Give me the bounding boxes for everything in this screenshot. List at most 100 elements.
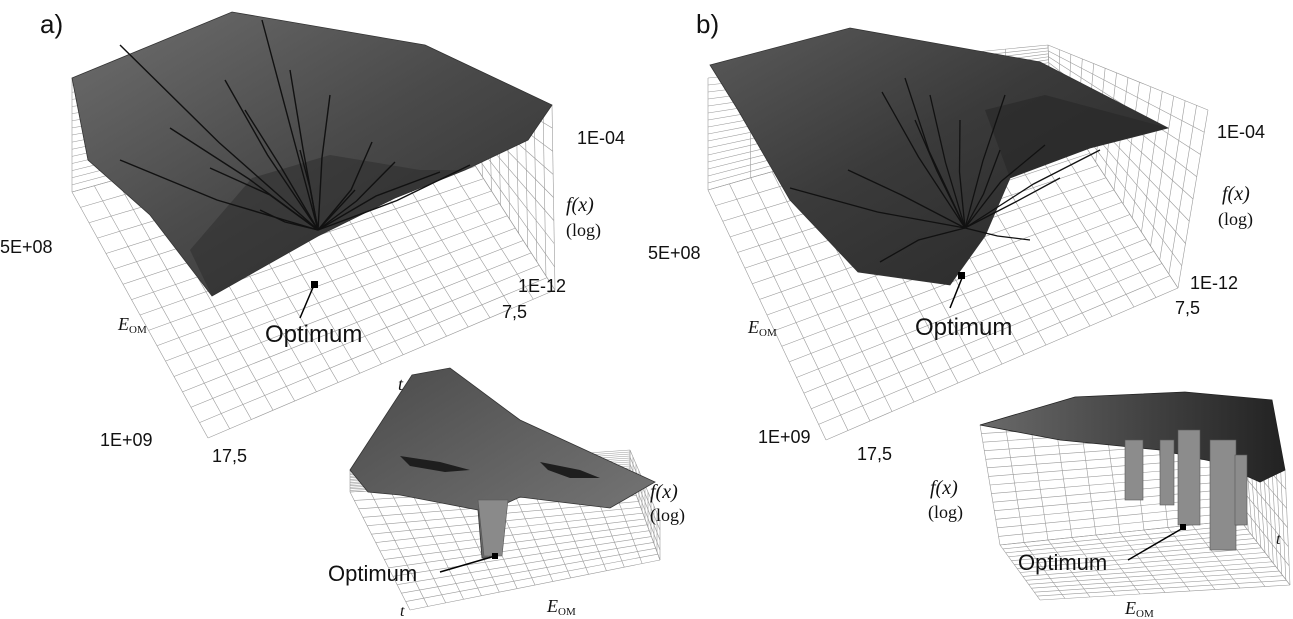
panel-b-search-paths (789, 77, 1101, 263)
panel-a-label: a) (40, 9, 63, 39)
panel-a-inset-optimum-marker (492, 553, 498, 559)
panel-b-inset-spike (1124, 439, 1144, 501)
panel-b-inset-floor-gridline (1095, 534, 1141, 595)
panel-b-inset-annotation: Optimum (1018, 550, 1107, 575)
panel-b-x-tick-start: 5E+08 (648, 243, 701, 263)
panel-a-search-path (317, 161, 396, 231)
panel-b-inset-x-label-sub: OM (1136, 608, 1154, 619)
panel-a-inset-x-label-sub: OM (558, 606, 576, 618)
panel-a-x-label-main: E (117, 314, 129, 334)
panel-b-inset: f(x) (log) t Optimum EOM (928, 391, 1291, 619)
panel-b-search-path (879, 227, 966, 263)
panel-b-search-path (881, 91, 966, 229)
panel-b-search-path (964, 94, 1006, 229)
panel-a-x-label-sub: OM (129, 324, 147, 336)
panel-b-search-path (929, 94, 966, 229)
panel-b-x-label-sub: OM (759, 327, 777, 339)
panel-b-inset-back-gridline (1029, 421, 1049, 541)
panel-a-inset-well (477, 499, 509, 557)
panel-b: b) 1E-04 f(x) (log) 1E-12 7,5 5E+08 EOM … (648, 9, 1291, 619)
panel-a-y-tick-start: 7,5 (502, 302, 527, 322)
panel-a-inset-floor-gridline (429, 487, 482, 596)
panel-a-x-tick-end: 1E+09 (100, 430, 153, 450)
panel-a-inset-floor-gridline (349, 491, 411, 611)
panel-b-inset-floor-gridline (1191, 524, 1241, 589)
panel-b-inset-z-label: f(x) (930, 477, 958, 499)
panel-a-floor-gridline (93, 185, 230, 429)
panel-a: a) 1E-04 f(x) (log) 1E-12 7,5 5E+08 EOM … (0, 9, 685, 619)
panel-a-search-paths (119, 19, 471, 231)
panel-a-search-path (259, 209, 319, 231)
panel-b-side-gridline (1122, 82, 1140, 205)
panel-b-inset-floor-gridline (1023, 542, 1066, 599)
panel-a-inset-floor-gridline (369, 490, 429, 607)
panel-a-optimum-pointer (299, 284, 315, 319)
panel-a-inset-x-label-main: E (546, 596, 558, 616)
panel-a-search-path (209, 167, 319, 231)
panel-a-inset-optimum-pointer (439, 555, 496, 573)
panel-a-inset: f(x) (log) Optimum EOM t (328, 367, 685, 619)
panel-b-side-gridline (1141, 91, 1163, 233)
panel-b-z-tick-bottom: 1E-12 (1190, 273, 1238, 293)
panel-b-surface (709, 27, 1170, 286)
panel-a-search-path (317, 94, 331, 231)
panel-a-z-tick-bottom: 1E-12 (518, 276, 566, 296)
panel-a-inset-floor-gridline (509, 483, 554, 582)
panel-b-inset-y-label: t (1276, 531, 1281, 548)
panel-b-side-gridline (1168, 105, 1197, 275)
panel-b-inset-floor-gridline (1071, 537, 1116, 596)
panel-a-search-path (119, 159, 319, 231)
panel-a-search-path (224, 79, 319, 231)
panel-a-inset-floor-gridline (389, 489, 446, 603)
panel-b-z-label: f(x) (1222, 183, 1250, 205)
panel-b-surface-ridge (985, 95, 1168, 178)
panel-b-inset-x-label: EOM (1124, 598, 1154, 619)
panel-a-optimum-marker (311, 281, 318, 288)
panel-b-floor-gridline (729, 183, 849, 431)
panel-a-inset-x-label: EOM (546, 596, 576, 618)
panel-a-search-path (119, 44, 319, 231)
panel-a-inset-y-label: t (400, 603, 405, 619)
panel-b-inset-x-label-main: E (1124, 598, 1136, 618)
panel-a-inset-annotation: Optimum (328, 561, 417, 586)
panel-a-search-path (317, 164, 471, 231)
panel-a-y-label: t (398, 374, 404, 394)
panel-b-search-path (964, 149, 1101, 229)
panel-b-floor-gridline (750, 177, 871, 422)
panel-a-side-gridline (551, 104, 556, 291)
panel-b-search-path (964, 144, 1046, 229)
panel-b-floor-gridline (771, 171, 893, 412)
panel-b-search-path (847, 169, 966, 229)
panel-b-inset-spike (1209, 439, 1237, 551)
panel-b-x-tick-end: 1E+09 (758, 427, 811, 447)
panel-b-inset-spike (1234, 454, 1248, 526)
panel-b-search-path (964, 177, 1061, 229)
panel-a-z-scale: (log) (566, 220, 601, 241)
panel-b-annotation: Optimum (915, 314, 1012, 341)
panel-b-floor-gridline (707, 189, 827, 441)
panel-b-inset-spikes (1124, 429, 1248, 551)
panel-b-inset-side-gridline (1280, 464, 1287, 580)
panel-b-inset-surface (979, 391, 1286, 483)
panel-a-y-tick-end: 17,5 (212, 446, 247, 466)
panel-a-x-tick-start: 5E+08 (0, 237, 53, 257)
panel-a-search-path (317, 189, 356, 231)
panel-b-search-path (964, 227, 1031, 241)
panel-a-inset-floor-gridline (409, 488, 464, 600)
panel-a-inset-ridge-2 (540, 462, 600, 478)
panel-b-inset-floor-gridline (999, 544, 1041, 601)
panel-a-x-label: EOM (117, 314, 147, 336)
panel-b-z-scale: (log) (1218, 209, 1253, 230)
panel-b-side-gridline (1177, 109, 1209, 289)
panel-b-side-gridline (1150, 96, 1175, 247)
panel-b-inset-floor-gridline (1143, 529, 1191, 592)
panel-b-optimum-pointer (949, 277, 963, 309)
panel-b-search-path (964, 149, 1001, 229)
panel-b-inset-spike (1159, 439, 1175, 506)
panel-b-y-tick-start: 7,5 (1175, 298, 1200, 318)
panel-a-z-label: f(x) (566, 194, 594, 216)
panel-b-side-gridline (1159, 100, 1186, 261)
panel-a-floor-gridline (116, 179, 252, 420)
panel-a-search-path (244, 109, 319, 231)
